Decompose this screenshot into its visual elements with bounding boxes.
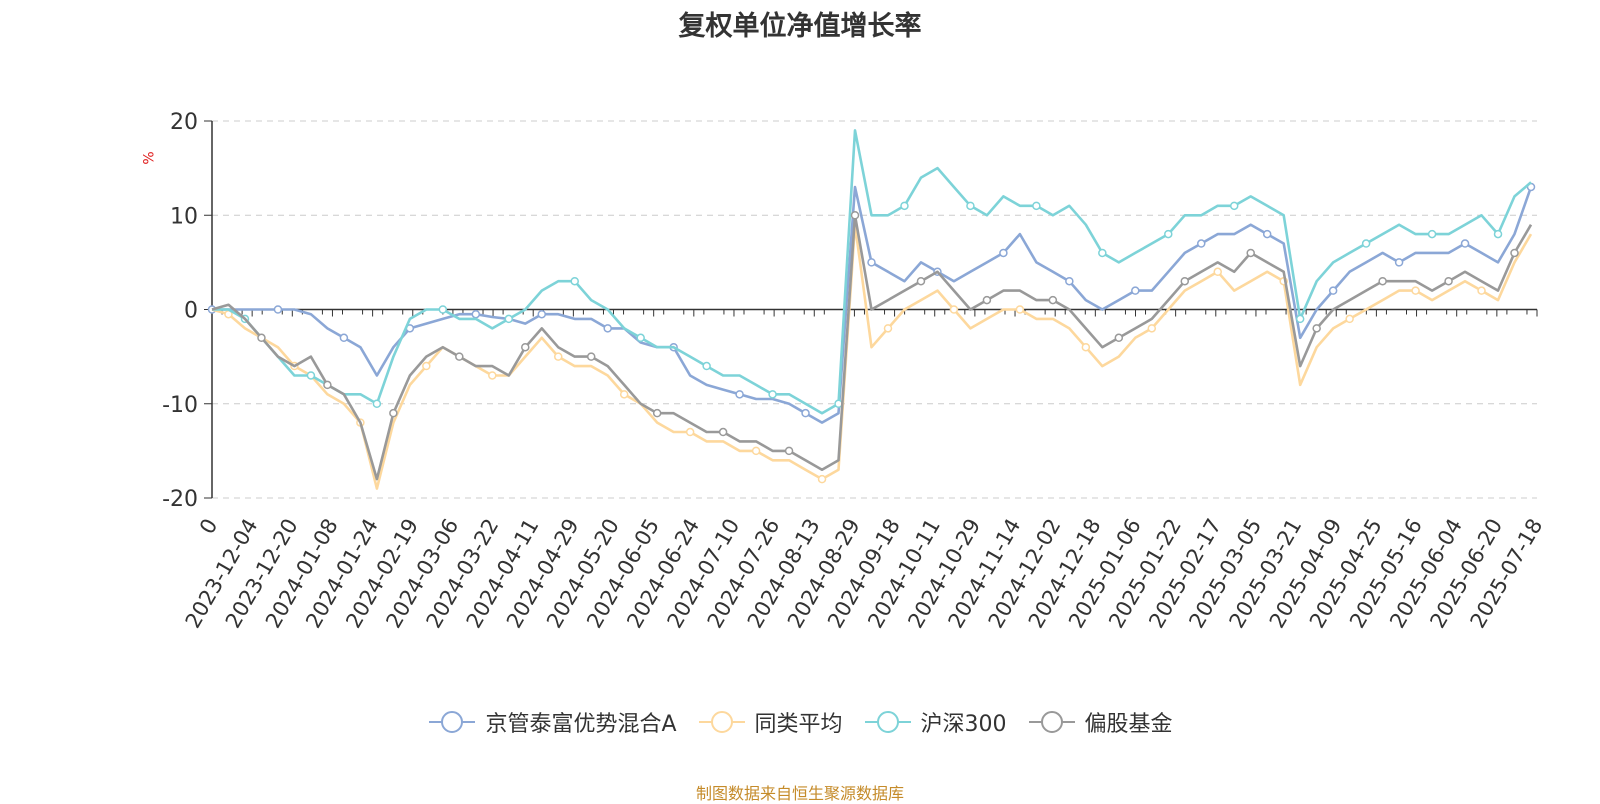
series-line-2 [212, 129, 1532, 415]
data-point [1477, 286, 1486, 295]
data-point [1262, 229, 1272, 239]
data-point [1361, 239, 1371, 248]
data-point [883, 324, 893, 333]
y-tick-label: -20 [162, 487, 198, 512]
data-point [966, 201, 975, 211]
legend-item-series-2[interactable]: 沪深300 [863, 706, 1007, 738]
legend-line-circle-icon [429, 711, 476, 733]
legend-label: 沪深300 [920, 712, 1007, 737]
series-line-1 [211, 223, 1533, 490]
data-point [521, 342, 530, 352]
legend-label: 同类平均 [754, 712, 843, 737]
data-point [916, 276, 926, 286]
data-point [1295, 314, 1305, 324]
data-point [1493, 229, 1503, 239]
legend-item-series-0[interactable]: 京管泰富优势混合A [427, 706, 677, 738]
legend-circle [441, 711, 464, 733]
y-tick-label: 0 [184, 299, 198, 324]
data-point [570, 276, 579, 286]
data-point [488, 371, 497, 380]
data-point [949, 305, 959, 314]
data-point [1131, 286, 1140, 295]
legend-item-series-3[interactable]: 偏股基金 [1027, 706, 1173, 738]
line-chart: 20100-10-2002023-12-042023-12-202024-01-… [162, 110, 1547, 632]
data-point [735, 390, 744, 399]
data-point [685, 427, 695, 437]
data-point [1444, 276, 1453, 286]
data-point [273, 305, 283, 314]
legend-line-circle-icon [864, 711, 911, 733]
data-point [619, 390, 629, 399]
data-point [586, 352, 596, 361]
data-point [850, 211, 860, 220]
data-point [751, 446, 761, 456]
data-point [339, 333, 349, 343]
data-point [999, 248, 1008, 258]
y-tick-label: -10 [162, 393, 198, 418]
data-source-note: 制图数据来自恒生聚源数据库 [695, 784, 904, 803]
data-point [1378, 276, 1387, 286]
data-point [1312, 324, 1321, 333]
x-tick-label: 0 [195, 515, 222, 539]
data-point [1229, 201, 1239, 211]
data-point [422, 361, 431, 371]
data-point [1345, 314, 1354, 324]
data-point [504, 314, 514, 324]
data-point [1081, 342, 1091, 352]
data-point [1098, 248, 1107, 258]
y-tick-label: 20 [170, 110, 198, 135]
data-point [1065, 276, 1074, 286]
data-point [455, 352, 464, 361]
data-point [1246, 248, 1255, 258]
series-line-3 [211, 214, 1533, 481]
legend-item-series-1[interactable]: 同类平均 [697, 706, 843, 738]
data-point [1032, 201, 1041, 211]
data-point [1114, 333, 1124, 343]
legend-circle [1040, 711, 1063, 733]
data-point [1460, 239, 1470, 248]
data-point [652, 408, 662, 418]
data-point [1147, 324, 1157, 333]
legend-label: 京管泰富优势混合A [485, 712, 677, 737]
legend-line-circle-icon [1028, 711, 1075, 733]
data-point [768, 390, 777, 399]
legend-circle [876, 711, 899, 733]
data-point [702, 361, 711, 371]
data-point [438, 305, 448, 314]
data-point [817, 474, 827, 484]
data-point [982, 295, 992, 305]
data-point [1048, 295, 1058, 305]
data-point [1328, 286, 1338, 295]
data-point [389, 408, 398, 418]
data-point [323, 380, 332, 390]
data-point [553, 352, 563, 361]
data-point [372, 399, 382, 408]
data-point [867, 258, 876, 267]
data-point [1510, 248, 1519, 258]
data-point [1164, 229, 1173, 239]
data-point [1197, 239, 1206, 248]
legend-circle [710, 711, 733, 733]
data-point [636, 333, 645, 343]
chart-title: 复权单位净值增长率 [678, 11, 922, 42]
legend-label: 偏股基金 [1084, 712, 1173, 737]
data-point [471, 309, 481, 319]
data-point [784, 446, 794, 456]
data-point [1015, 305, 1025, 314]
data-point [1394, 258, 1404, 267]
legend: 京管泰富优势混合A 同类平均 沪深300 偏股基金 [0, 706, 1600, 738]
data-point [306, 371, 316, 380]
data-point [718, 427, 728, 437]
data-point [257, 333, 266, 343]
data-point [1213, 267, 1222, 277]
data-point [900, 201, 909, 211]
data-point [603, 324, 612, 333]
y-tick-label: 10 [170, 204, 198, 229]
data-point [537, 309, 546, 319]
data-point [801, 408, 810, 418]
data-point [1411, 286, 1420, 295]
data-point [1427, 229, 1437, 239]
legend-line-circle-icon [698, 711, 745, 733]
data-point [1180, 276, 1190, 286]
